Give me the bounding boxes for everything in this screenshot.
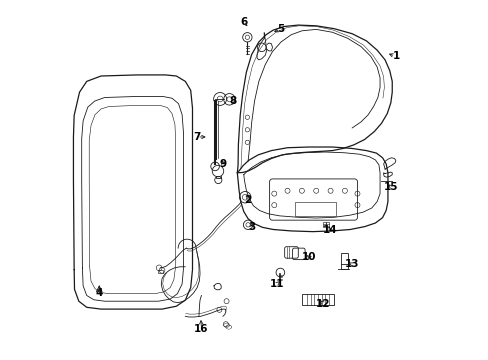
Bar [340, 253, 348, 269]
Text: 13: 13 [344, 259, 359, 269]
Text: 8: 8 [229, 96, 236, 106]
Text: 7: 7 [193, 132, 201, 142]
Bar [325, 222, 328, 227]
Text: 4: 4 [95, 288, 103, 298]
Bar [294, 202, 335, 216]
Bar [158, 270, 163, 273]
Text: 10: 10 [301, 252, 316, 262]
Text: 15: 15 [384, 182, 398, 192]
Text: 1: 1 [392, 51, 400, 61]
Text: 5: 5 [276, 24, 284, 35]
Text: 12: 12 [316, 299, 330, 309]
Text: 6: 6 [241, 17, 247, 27]
Text: 11: 11 [269, 279, 284, 289]
Text: 9: 9 [219, 159, 226, 169]
Text: 16: 16 [194, 324, 208, 334]
Text: 3: 3 [247, 222, 255, 231]
Text: 2: 2 [244, 195, 251, 205]
Text: 14: 14 [323, 225, 337, 235]
Bar [322, 222, 325, 227]
Bar [301, 294, 333, 305]
